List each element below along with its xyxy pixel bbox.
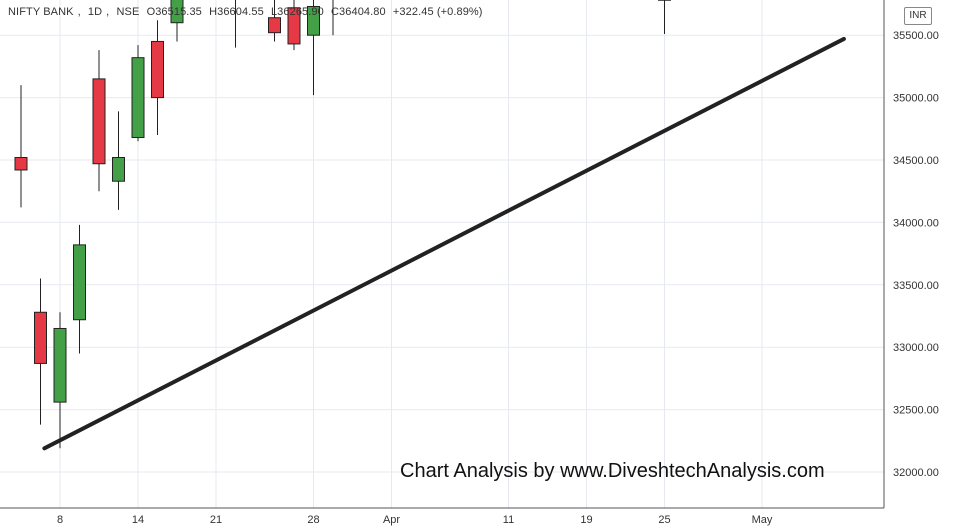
currency-badge[interactable]: INR	[904, 7, 932, 25]
ohlc-open: O36515.35	[146, 6, 202, 18]
candle-body	[268, 17, 281, 34]
x-tick-label: Apr	[383, 514, 400, 526]
candle	[92, 50, 106, 192]
y-tick-label: 32500.00	[893, 405, 939, 417]
x-tick-label: 21	[210, 514, 222, 526]
trendlines	[42, 36, 846, 451]
y-tick-label: 34000.00	[893, 217, 939, 229]
x-tick-label: 28	[307, 514, 319, 526]
candle-body	[73, 244, 86, 321]
candle	[332, 0, 334, 36]
candle-body	[151, 40, 164, 99]
ohlc-high: H36604.55	[209, 6, 264, 18]
candle-body	[170, 0, 184, 24]
y-tick-label: 32000.00	[893, 467, 939, 479]
candle	[307, 0, 320, 96]
candle	[268, 0, 281, 42]
x-tick-label: 19	[580, 514, 592, 526]
x-axis: 8 14 21 28 Apr 11 19 25 May	[0, 507, 884, 526]
candle	[131, 45, 145, 142]
candles	[14, 0, 671, 449]
x-tick-label: 14	[132, 514, 144, 526]
y-tick-label: 35000.00	[893, 93, 939, 105]
ohlc-change: +322.45 (+0.89%)	[392, 6, 483, 18]
candle-body	[131, 57, 145, 139]
symbol-name: NIFTY BANK	[8, 6, 74, 18]
ohlc-low: L36265.90	[270, 6, 324, 18]
candle-body	[287, 7, 301, 45]
ohlc-close: C36404.80	[331, 6, 386, 18]
candle	[14, 85, 28, 208]
candle	[73, 224, 86, 354]
candle	[170, 0, 184, 42]
x-tick-label: 8	[57, 514, 63, 526]
candle	[151, 20, 164, 136]
candle-body	[34, 311, 47, 364]
symbol-interval: 1D	[87, 6, 103, 18]
candle	[287, 0, 301, 51]
candle	[112, 111, 125, 210]
x-tick-label: 25	[658, 514, 670, 526]
candle-body	[307, 5, 320, 36]
x-tick-label: May	[752, 514, 773, 526]
candle-body	[112, 157, 125, 182]
trendline-black	[42, 36, 846, 451]
x-tick-label: 11	[503, 514, 514, 526]
candle	[34, 278, 47, 425]
y-tick-label: 34500.00	[893, 155, 939, 167]
y-tick-label: 33500.00	[893, 280, 939, 292]
y-tick-label: 33000.00	[893, 342, 939, 354]
candle-body	[14, 157, 28, 171]
candle	[235, 0, 236, 48]
y-axis: 32000.00 32500.00 33000.00 33500.00 34000.00…	[883, 0, 939, 508]
candle-body	[53, 327, 67, 403]
candle	[658, 0, 671, 34]
symbol-header: NIFTY BANK, 1D, NSE O36515.35 H36604.55 …	[8, 6, 483, 18]
watermark-text: Chart Analysis by www.DiveshtechAnalysis…	[400, 460, 825, 482]
candle	[53, 312, 67, 449]
candle-body	[92, 78, 106, 165]
symbol-exchange: NSE	[116, 6, 140, 18]
y-tick-label: 35500.00	[893, 30, 939, 42]
